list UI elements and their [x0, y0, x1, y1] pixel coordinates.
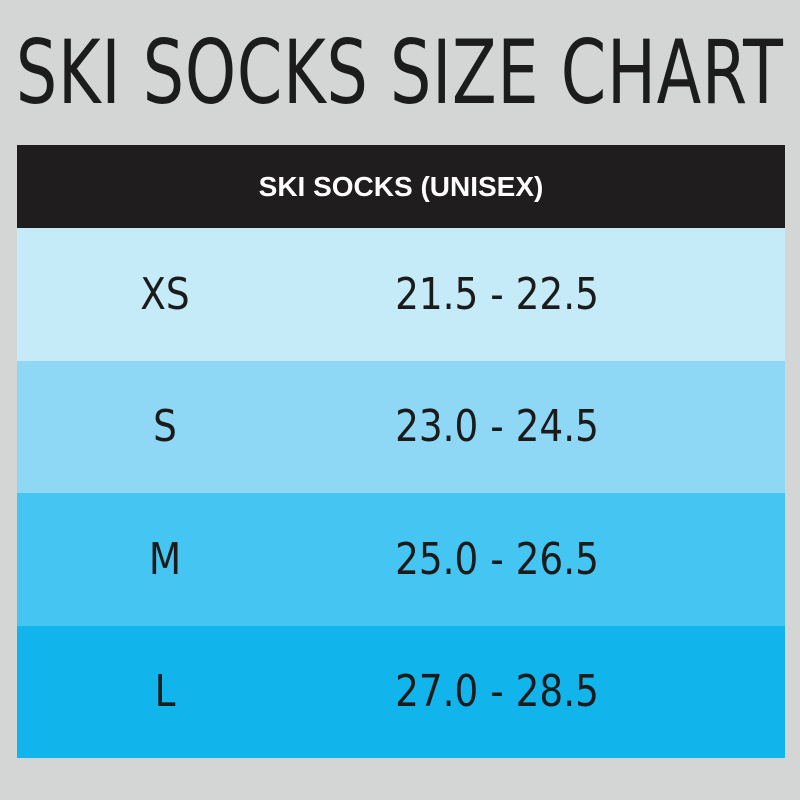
- table-header-label: SKI SOCKS (UNISEX): [258, 170, 544, 202]
- size-label: L: [154, 666, 176, 718]
- title-text: SKI SOCKS SIZE CHART: [16, 20, 784, 124]
- table-header: SKI SOCKS (UNISEX): [17, 145, 785, 228]
- table-row: S 23.0 - 24.5: [17, 360, 785, 493]
- size-range: 23.0 - 24.5: [395, 401, 599, 453]
- size-range: 25.0 - 26.5: [395, 533, 599, 585]
- size-range: 21.5 - 22.5: [395, 268, 599, 320]
- size-range: 27.0 - 28.5: [395, 666, 599, 718]
- page-title: SKI SOCKS SIZE CHART: [0, 20, 800, 124]
- table-row: L 27.0 - 28.5: [17, 625, 785, 758]
- size-table: SKI SOCKS (UNISEX) XS 21.5 - 22.5 S 23.0 -…: [17, 145, 785, 758]
- size-label: M: [148, 533, 182, 585]
- size-label: XS: [140, 268, 190, 320]
- size-label: S: [153, 401, 177, 453]
- table-row: XS 21.5 - 22.5: [17, 228, 785, 361]
- table-row: M 25.0 - 26.5: [17, 493, 785, 626]
